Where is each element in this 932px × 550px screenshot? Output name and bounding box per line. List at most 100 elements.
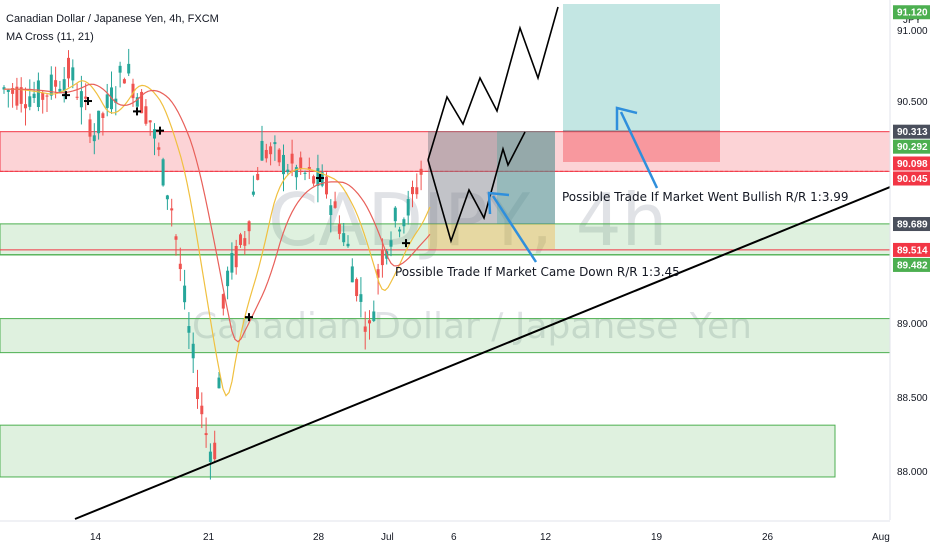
candle-body: [71, 67, 74, 80]
candle-body: [93, 135, 96, 141]
time-tick: Jul: [381, 532, 394, 543]
candle-body: [390, 240, 393, 247]
candle-body: [338, 224, 341, 234]
price-tick: 91.000: [897, 26, 928, 37]
candle-body: [46, 96, 49, 97]
candle-body: [394, 208, 397, 222]
candle-body: [398, 229, 401, 231]
candle-body: [183, 286, 186, 303]
candle-body: [355, 279, 358, 296]
price-badge-label: 89.689: [897, 220, 928, 231]
candle-body: [209, 452, 212, 462]
candle-body: [149, 120, 152, 122]
support-zone[interactable]: [0, 425, 835, 477]
price-badge-label: 90.292: [897, 142, 928, 153]
candle-body: [192, 344, 195, 358]
candle-body: [325, 177, 328, 195]
candle-body: [187, 326, 190, 333]
candle-body: [76, 97, 79, 98]
time-tick: 19: [651, 532, 663, 543]
candle-body: [123, 79, 126, 83]
time-tick: 12: [540, 532, 552, 543]
bullish-target-area: [563, 4, 720, 131]
candle-body: [200, 406, 203, 414]
candle-body: [402, 219, 405, 226]
candle-body: [41, 93, 44, 100]
candle-body: [24, 104, 27, 108]
price-badge-label: 89.482: [897, 260, 928, 271]
candle-body: [89, 119, 92, 136]
bullish-trade-box[interactable]: [563, 4, 720, 162]
candle-body: [312, 176, 315, 183]
candle-body: [334, 201, 337, 208]
time-tick: 28: [313, 532, 325, 543]
candle-body: [411, 187, 414, 194]
candle-body: [235, 246, 238, 267]
bearish-trade-label[interactable]: Possible Trade If Market Came Down R/R 1…: [395, 265, 680, 279]
time-tick: 21: [203, 532, 215, 543]
candle-body: [170, 208, 173, 210]
time-tick: 14: [90, 532, 102, 543]
time-tick: 26: [762, 532, 774, 543]
candle-body: [359, 294, 362, 302]
candle-body: [368, 320, 371, 323]
candle-body: [67, 58, 70, 79]
candle-body: [101, 113, 104, 118]
candle-body: [162, 159, 165, 185]
price-badge-label: 89.514: [897, 245, 928, 256]
candle-body: [213, 443, 216, 459]
price-badge-label: 90.098: [897, 159, 928, 170]
candle-body: [291, 154, 294, 164]
candle-body: [420, 169, 423, 175]
candle-body: [248, 221, 251, 231]
candle-body: [407, 199, 410, 215]
price-tick: 90.500: [897, 97, 928, 108]
candle-body: [282, 155, 285, 174]
candle-body: [347, 244, 350, 246]
candle-body: [196, 387, 199, 399]
candle-body: [166, 195, 169, 199]
candle-body: [239, 234, 242, 245]
candle-body: [351, 266, 354, 282]
candle-body: [243, 238, 246, 246]
candle-body: [58, 89, 61, 92]
price-badge-label: 90.313: [897, 127, 928, 138]
candle-body: [144, 106, 147, 124]
candle-body: [37, 80, 40, 107]
candle-body: [84, 97, 87, 99]
candle-body: [304, 173, 307, 174]
candle-body: [106, 94, 109, 108]
candle-body: [153, 129, 156, 138]
candle-body: [342, 233, 345, 242]
time-tick: Aug: [872, 532, 890, 543]
candle-body: [261, 141, 264, 161]
candle-body: [381, 250, 384, 265]
candle-body: [415, 187, 418, 194]
candle-body: [230, 253, 233, 273]
candle-body: [299, 157, 302, 168]
time-tick: 6: [451, 532, 457, 543]
candle-body: [63, 79, 66, 91]
candle-body: [80, 91, 83, 107]
time-axis[interactable]: 14 21 28 Jul 6 12 19 26 Aug: [0, 521, 890, 543]
support-zone[interactable]: [0, 319, 890, 353]
candle-body: [205, 433, 208, 435]
candle-body: [28, 96, 31, 107]
price-badges: 91.120 90.313 90.292 90.098 90.045 89.689 89.5…: [893, 5, 930, 272]
candle-body: [329, 205, 332, 215]
price-badge-label: 90.045: [897, 174, 928, 185]
candle-body: [278, 150, 281, 163]
price-badge-label: 91.120: [897, 8, 928, 19]
candle-body: [179, 264, 182, 269]
candle-body: [97, 111, 100, 133]
candle-body: [372, 311, 375, 320]
candle-body: [286, 170, 289, 172]
bullish-trade-label[interactable]: Possible Trade If Market Went Bullish R/…: [562, 190, 849, 204]
candle-body: [119, 66, 122, 73]
candle-body: [265, 150, 268, 158]
candle-body: [226, 271, 229, 286]
price-tick: 88.000: [897, 467, 928, 478]
candle-body: [157, 147, 160, 150]
candle-body: [127, 64, 130, 74]
